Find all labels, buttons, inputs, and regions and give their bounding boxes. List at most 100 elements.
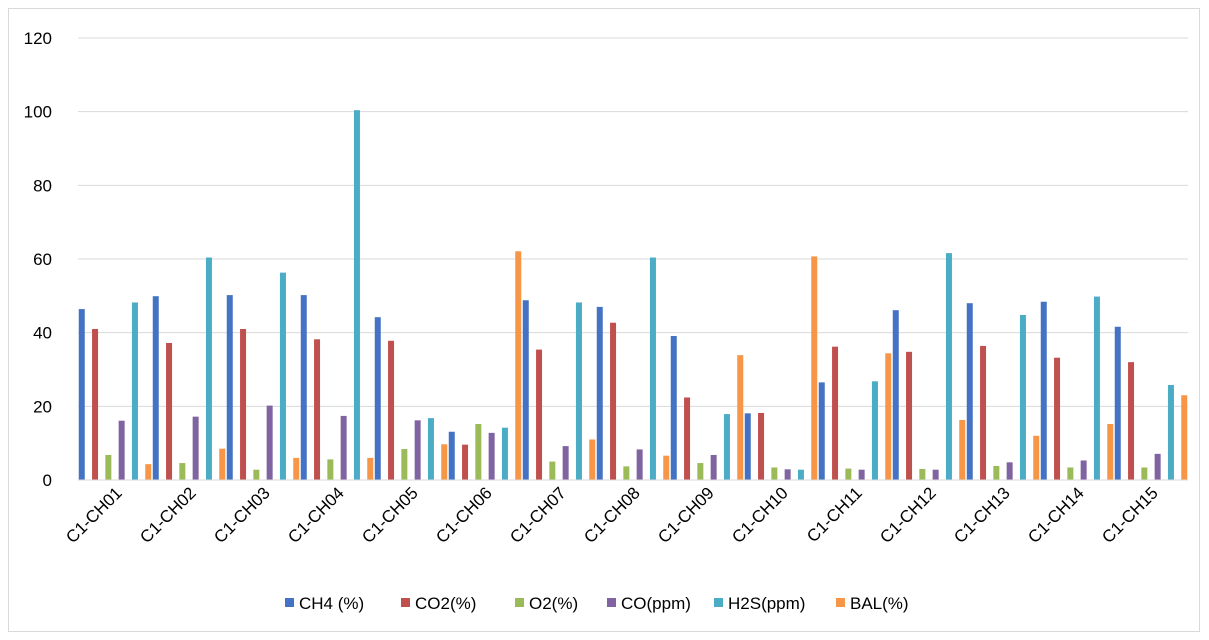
bar (253, 469, 260, 480)
bar (610, 322, 617, 480)
bar (131, 302, 138, 480)
bar (401, 449, 408, 480)
bar (966, 303, 973, 480)
bar (811, 256, 818, 480)
y-tick-label: 20 (33, 397, 52, 416)
bar (649, 257, 656, 480)
bar (980, 345, 987, 480)
x-tick-label: C1-CH12 (876, 483, 940, 547)
bar (314, 339, 321, 480)
x-tick-label: C1-CH06 (432, 483, 496, 547)
bar (562, 446, 569, 480)
bar (1033, 435, 1040, 480)
bar (832, 346, 839, 480)
x-tick-label: C1-CH01 (62, 483, 126, 547)
legend-label: O2(%) (529, 594, 578, 613)
bar (441, 444, 448, 480)
legend-swatch (607, 598, 616, 607)
bar (522, 300, 529, 480)
bar (818, 382, 825, 480)
bar (1080, 460, 1087, 480)
y-tick-label: 80 (33, 176, 52, 195)
y-tick-label: 120 (24, 29, 52, 48)
x-tick-label: C1-CH10 (728, 483, 792, 547)
legend-swatch (515, 598, 524, 607)
bar (92, 328, 99, 480)
bar (744, 413, 751, 480)
bar (723, 414, 730, 480)
x-tick-label: C1-CH15 (1098, 483, 1162, 547)
bar (1114, 326, 1121, 480)
legend-label: CO(ppm) (621, 594, 691, 613)
bar (145, 464, 152, 480)
bar (549, 461, 556, 480)
x-tick-label: C1-CH08 (580, 483, 644, 547)
y-tick-label: 100 (24, 103, 52, 122)
bar (1019, 314, 1026, 480)
bar (892, 310, 899, 480)
bar (663, 455, 670, 480)
bar (327, 459, 334, 480)
bar (427, 418, 434, 480)
bar (919, 468, 926, 480)
bar (240, 328, 247, 480)
bar (589, 439, 596, 480)
bar (1154, 453, 1161, 480)
bar (1167, 384, 1174, 480)
bar (78, 309, 85, 480)
bar (1093, 296, 1100, 480)
x-tick-label: C1-CH03 (210, 483, 274, 547)
bar (448, 431, 455, 480)
legend-swatch (401, 598, 410, 607)
bar (945, 253, 952, 480)
legend-swatch (285, 598, 294, 607)
y-tick-label: 60 (33, 250, 52, 269)
bar (1181, 395, 1188, 480)
bar (771, 467, 778, 480)
bar (300, 295, 307, 480)
bar (1067, 467, 1074, 480)
bar (932, 469, 939, 480)
legend: CH4 (%) CO2(%) O2(%) CO(ppm) H2S(ppm) BAL(%) (285, 594, 909, 613)
bar (1054, 357, 1061, 480)
bar (226, 295, 233, 480)
bar (475, 424, 482, 480)
legend-swatch (714, 598, 723, 607)
bar (205, 257, 212, 480)
y-axis-tick-labels: 0 20 40 60 80 100 120 (24, 29, 52, 490)
bar (536, 349, 543, 480)
gridlines (78, 37, 1188, 407)
x-tick-label: C1-CH14 (1024, 483, 1088, 547)
bar (993, 466, 1000, 480)
x-tick-label: C1-CH07 (506, 483, 570, 547)
bar (858, 469, 865, 480)
bar (515, 251, 522, 480)
bar (279, 272, 286, 480)
bar (623, 466, 630, 480)
bar (219, 448, 226, 480)
legend-label: CO2(%) (415, 594, 476, 613)
legend-label: CH4 (%) (299, 594, 364, 613)
bar (845, 468, 852, 480)
y-tick-label: 40 (33, 324, 52, 343)
bar (737, 355, 744, 480)
bar (488, 432, 495, 480)
bar (353, 110, 360, 480)
legend-label: H2S(ppm) (728, 594, 805, 613)
bar (340, 415, 347, 480)
bar (871, 381, 878, 480)
bar (1040, 301, 1047, 480)
bar (636, 449, 643, 480)
bar (414, 420, 421, 480)
bar (697, 463, 704, 480)
x-tick-label: C1-CH04 (284, 483, 348, 547)
x-tick-label: C1-CH13 (950, 483, 1014, 547)
bar (462, 444, 469, 480)
x-tick-label: C1-CH02 (136, 483, 200, 547)
y-tick-label: 0 (43, 471, 52, 490)
bar (179, 463, 186, 480)
bar (797, 469, 804, 480)
bar (293, 457, 300, 480)
x-tick-label: C1-CH05 (358, 483, 422, 547)
bar (192, 416, 199, 480)
